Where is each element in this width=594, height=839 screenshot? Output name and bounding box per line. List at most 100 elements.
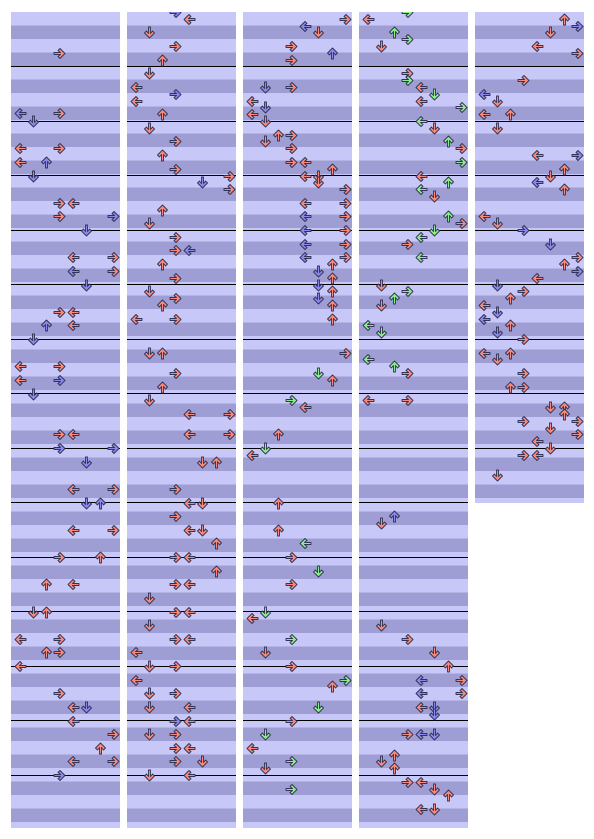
arrow-up-note [210, 565, 223, 578]
arrow-left-note [183, 428, 196, 441]
arrow-up-note [156, 54, 169, 67]
arrow-right-note [169, 367, 182, 380]
arrow-up-note [388, 749, 401, 762]
measure-line [11, 502, 120, 503]
arrow-up-note [442, 210, 455, 223]
arrow-right-note [401, 238, 414, 251]
arrow-left-note [415, 776, 428, 789]
arrow-up-note [40, 156, 53, 169]
arrow-up-note [504, 292, 517, 305]
arrow-left-note [246, 449, 259, 462]
arrow-right-note [571, 428, 584, 441]
arrow-up-note [326, 272, 339, 285]
arrow-up-note [156, 258, 169, 271]
arrow-down-note [544, 401, 557, 414]
arrow-down-note [143, 122, 156, 135]
arrow-right-note [285, 40, 298, 53]
arrow-right-note [285, 551, 298, 564]
measure-line [475, 393, 584, 394]
arrow-left-note [183, 715, 196, 728]
arrow-down-note [80, 456, 93, 469]
arrow-up-note [40, 646, 53, 659]
arrow-down-note [491, 306, 504, 319]
arrow-left-note [14, 142, 27, 155]
arrow-right-note [169, 728, 182, 741]
arrow-left-note [299, 537, 312, 550]
measure-line [359, 175, 468, 176]
arrow-right-note [169, 755, 182, 768]
arrow-left-note [531, 176, 544, 189]
measure-line [11, 775, 120, 776]
arrow-up-note [326, 285, 339, 298]
arrow-down-note [375, 326, 388, 339]
arrow-down-note [196, 524, 209, 537]
arrow-right-note [169, 742, 182, 755]
arrow-right-note [285, 715, 298, 728]
measure-line [11, 284, 120, 285]
arrow-down-note [428, 708, 441, 721]
arrow-left-note [531, 449, 544, 462]
arrow-down-note [143, 347, 156, 360]
arrow-down-note [143, 660, 156, 673]
arrow-left-note [415, 183, 428, 196]
arrow-down-note [80, 497, 93, 510]
arrow-down-note [375, 40, 388, 53]
arrow-left-note [246, 612, 259, 625]
arrow-right-note [53, 107, 66, 120]
arrow-right-note [401, 394, 414, 407]
arrow-up-note [326, 680, 339, 693]
arrow-down-note [544, 238, 557, 251]
arrow-right-note [169, 40, 182, 53]
arrow-left-note [415, 674, 428, 687]
arrow-left-note [67, 524, 80, 537]
measure-line [11, 230, 120, 231]
arrow-down-note [80, 224, 93, 237]
arrow-up-note [40, 319, 53, 332]
measure-line [243, 66, 352, 67]
arrow-up-note [272, 428, 285, 441]
arrow-left-note [531, 40, 544, 53]
arrow-right-note [169, 313, 182, 326]
arrow-down-note [196, 456, 209, 469]
arrow-down-note [375, 279, 388, 292]
arrow-right-note [455, 217, 468, 230]
measure-line [243, 393, 352, 394]
arrow-right-note [223, 183, 236, 196]
arrow-down-note [259, 728, 272, 741]
arrow-up-note [40, 578, 53, 591]
arrow-left-note [246, 742, 259, 755]
arrow-right-note [169, 551, 182, 564]
arrow-left-note [415, 81, 428, 94]
measure-line [11, 557, 120, 558]
arrow-left-note [14, 107, 27, 120]
arrow-down-note [428, 701, 441, 714]
measure-line [127, 339, 236, 340]
arrow-left-note [183, 244, 196, 257]
arrow-down-note [80, 279, 93, 292]
arrow-up-note [272, 524, 285, 537]
arrow-up-note [388, 292, 401, 305]
arrow-left-note [299, 251, 312, 264]
measure-line [359, 121, 468, 122]
arrow-down-note [428, 646, 441, 659]
arrow-left-note [67, 319, 80, 332]
arrow-up-note [326, 299, 339, 312]
arrow-left-note [67, 715, 80, 728]
arrow-right-note [285, 633, 298, 646]
arrow-right-note [169, 88, 182, 101]
arrow-up-note [156, 108, 169, 121]
measure-line [475, 175, 584, 176]
arrow-right-note [285, 394, 298, 407]
arrow-down-note [312, 279, 325, 292]
arrow-right-note [285, 660, 298, 673]
arrow-right-note [169, 606, 182, 619]
arrow-down-note [312, 265, 325, 278]
arrow-left-note [478, 299, 491, 312]
arrow-right-note [339, 251, 352, 264]
arrow-left-note [67, 483, 80, 496]
arrow-down-note [259, 442, 272, 455]
arrow-down-note [312, 367, 325, 380]
arrow-down-note [143, 769, 156, 782]
measure-line [11, 666, 120, 667]
